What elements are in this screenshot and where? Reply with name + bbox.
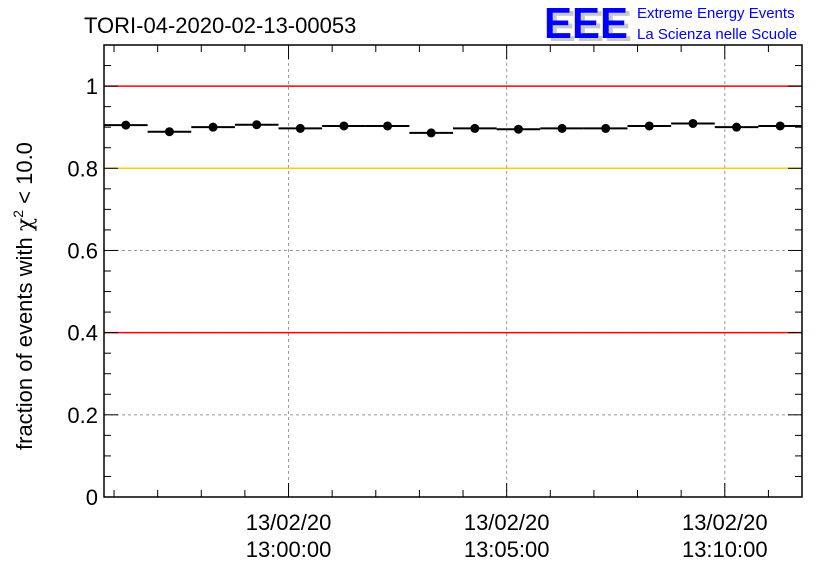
y-tick-label: 0.8 xyxy=(67,156,98,181)
data-point xyxy=(644,121,654,131)
data-point xyxy=(252,120,262,130)
data-point xyxy=(121,120,131,130)
data-point xyxy=(775,121,785,131)
y-tick-label: 0 xyxy=(86,485,98,510)
y-tick-label: 1 xyxy=(86,74,98,99)
grid xyxy=(104,45,802,497)
reference-lines xyxy=(104,85,802,334)
x-tick-label-date: 13/02/20 xyxy=(464,510,550,535)
data-point xyxy=(295,123,305,133)
logo-line2: La Scienza nelle Scuole xyxy=(637,26,797,43)
x-tick-label-date: 13/02/20 xyxy=(682,510,768,535)
data-point xyxy=(208,122,218,132)
axes: 00.20.40.60.8113/02/2013:00:0013/02/2013… xyxy=(67,45,802,562)
x-tick-label-time: 13:10:00 xyxy=(682,537,768,562)
data-point xyxy=(513,124,523,134)
x-tick-label-time: 13:05:00 xyxy=(464,537,550,562)
y-tick-label: 0.4 xyxy=(67,321,98,346)
data-point xyxy=(164,127,174,137)
logo-letters: EEE xyxy=(544,0,628,48)
data-point xyxy=(383,121,393,131)
data-point xyxy=(426,128,436,138)
data-point xyxy=(339,121,349,131)
data-points xyxy=(104,118,802,138)
plot-frame xyxy=(103,44,803,498)
data-point xyxy=(470,123,480,133)
eee-logo: EEE Extreme Energy Events La Scienza nel… xyxy=(544,0,797,48)
y-tick-label: 0.6 xyxy=(67,238,98,263)
data-point xyxy=(557,123,567,133)
y-tick-label: 0.2 xyxy=(67,403,98,428)
data-point xyxy=(601,123,611,133)
data-point xyxy=(732,122,742,132)
x-tick-label-time: 13:00:00 xyxy=(246,537,332,562)
chart-title: TORI-04-2020-02-13-00053 xyxy=(84,13,356,38)
x-tick-label-date: 13/02/20 xyxy=(246,510,332,535)
logo-line1: Extreme Energy Events xyxy=(637,5,795,22)
data-point xyxy=(688,118,698,128)
y-axis-label: fraction of events with χ2 < 10.0 xyxy=(10,142,38,450)
